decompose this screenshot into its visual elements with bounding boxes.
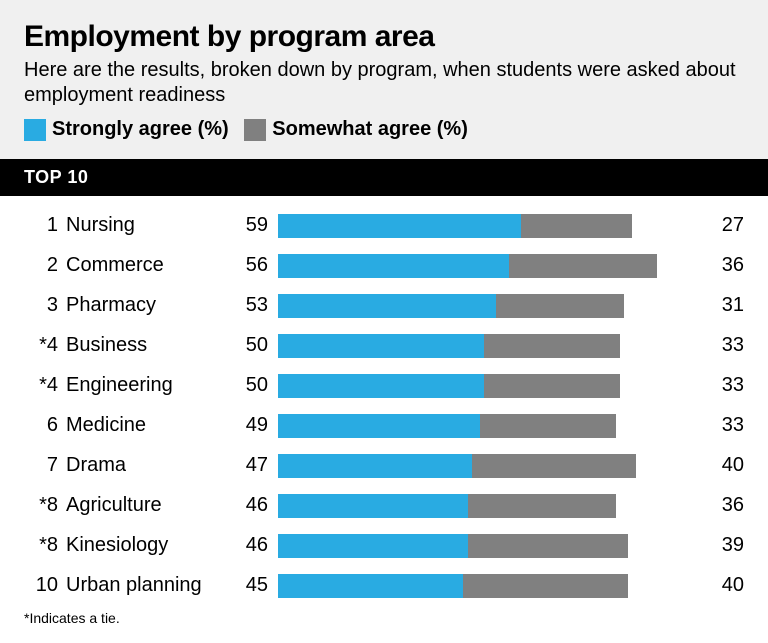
bar-segment-somewhat (468, 494, 616, 518)
rank: 3 (24, 294, 66, 317)
rank: *8 (24, 534, 66, 557)
bar (278, 574, 690, 598)
legend-swatch-strongly (24, 119, 46, 141)
value-strongly: 46 (234, 534, 278, 557)
program-label: Medicine (66, 414, 234, 437)
bar-segment-strongly (278, 294, 496, 318)
bar (278, 214, 690, 238)
bar-segment-strongly (278, 374, 484, 398)
bar (278, 374, 690, 398)
header: Employment by program area Here are the … (0, 0, 768, 159)
program-label: Kinesiology (66, 534, 234, 557)
value-somewhat: 36 (690, 254, 744, 277)
bar-segment-somewhat (480, 414, 616, 438)
table-row: *4Engineering50 33 (24, 366, 744, 406)
table-row: 6Medicine49 33 (24, 406, 744, 446)
program-label: Business (66, 334, 234, 357)
bar-segment-somewhat (484, 334, 620, 358)
table-row: 10Urban planning45 40 (24, 566, 744, 606)
legend-item-somewhat: Somewhat agree (%) (244, 118, 468, 141)
bar (278, 294, 690, 318)
chart-container: Employment by program area Here are the … (0, 0, 768, 640)
legend-item-strongly: Strongly agree (%) (24, 118, 229, 141)
legend-label: Strongly agree (%) (52, 118, 229, 141)
value-strongly: 47 (234, 454, 278, 477)
bar-segment-somewhat (509, 254, 657, 278)
bar (278, 534, 690, 558)
bar-segment-strongly (278, 414, 480, 438)
bar-segment-somewhat (484, 374, 620, 398)
value-strongly: 46 (234, 494, 278, 517)
table-row: *8Kinesiology46 39 (24, 526, 744, 566)
rank: *8 (24, 494, 66, 517)
rank: 2 (24, 254, 66, 277)
table-row: 3Pharmacy53 31 (24, 286, 744, 326)
rank: *4 (24, 334, 66, 357)
bar-segment-strongly (278, 214, 521, 238)
value-somewhat: 39 (690, 534, 744, 557)
chart-title: Employment by program area (24, 20, 744, 54)
bar (278, 254, 690, 278)
bar-segment-strongly (278, 574, 463, 598)
value-somewhat: 33 (690, 374, 744, 397)
value-somewhat: 33 (690, 414, 744, 437)
legend-swatch-somewhat (244, 119, 266, 141)
table-row: 7Drama47 40 (24, 446, 744, 486)
rank: 6 (24, 414, 66, 437)
table-row: *4Business50 33 (24, 326, 744, 366)
rank: 1 (24, 214, 66, 237)
bar-segment-somewhat (521, 214, 632, 238)
value-somewhat: 31 (690, 294, 744, 317)
bar (278, 454, 690, 478)
value-strongly: 45 (234, 574, 278, 597)
bar-segment-strongly (278, 494, 468, 518)
value-strongly: 49 (234, 414, 278, 437)
value-strongly: 59 (234, 214, 278, 237)
rank: 7 (24, 454, 66, 477)
value-strongly: 56 (234, 254, 278, 277)
bar-segment-somewhat (463, 574, 628, 598)
program-label: Engineering (66, 374, 234, 397)
value-strongly: 50 (234, 334, 278, 357)
bar-segment-somewhat (496, 294, 624, 318)
table-row: 1Nursing59 27 (24, 206, 744, 246)
bar-segment-strongly (278, 254, 509, 278)
value-somewhat: 36 (690, 494, 744, 517)
value-somewhat: 40 (690, 574, 744, 597)
program-label: Pharmacy (66, 294, 234, 317)
bar-segment-somewhat (468, 534, 629, 558)
program-label: Agriculture (66, 494, 234, 517)
bar (278, 414, 690, 438)
bar-segment-strongly (278, 334, 484, 358)
value-strongly: 50 (234, 374, 278, 397)
value-strongly: 53 (234, 294, 278, 317)
program-label: Nursing (66, 214, 234, 237)
bar (278, 494, 690, 518)
bar-segment-strongly (278, 454, 472, 478)
value-somewhat: 40 (690, 454, 744, 477)
table-row: *8Agriculture46 36 (24, 486, 744, 526)
program-label: Drama (66, 454, 234, 477)
section-header: TOP 10 (0, 159, 768, 196)
bar-segment-somewhat (472, 454, 637, 478)
value-somewhat: 33 (690, 334, 744, 357)
legend: Strongly agree (%) Somewhat agree (%) (24, 118, 744, 147)
value-somewhat: 27 (690, 214, 744, 237)
bar (278, 334, 690, 358)
rank: *4 (24, 374, 66, 397)
rank: 10 (24, 574, 66, 597)
chart-subtitle: Here are the results, broken down by pro… (24, 58, 744, 108)
program-label: Commerce (66, 254, 234, 277)
program-label: Urban planning (66, 574, 234, 597)
chart-rows: 1Nursing59 27 2Commerce56 36 3Pharmacy53 31 *4… (0, 196, 768, 606)
bar-segment-strongly (278, 534, 468, 558)
legend-label: Somewhat agree (%) (272, 118, 468, 141)
footnote: *Indicates a tie. (0, 606, 768, 640)
table-row: 2Commerce56 36 (24, 246, 744, 286)
